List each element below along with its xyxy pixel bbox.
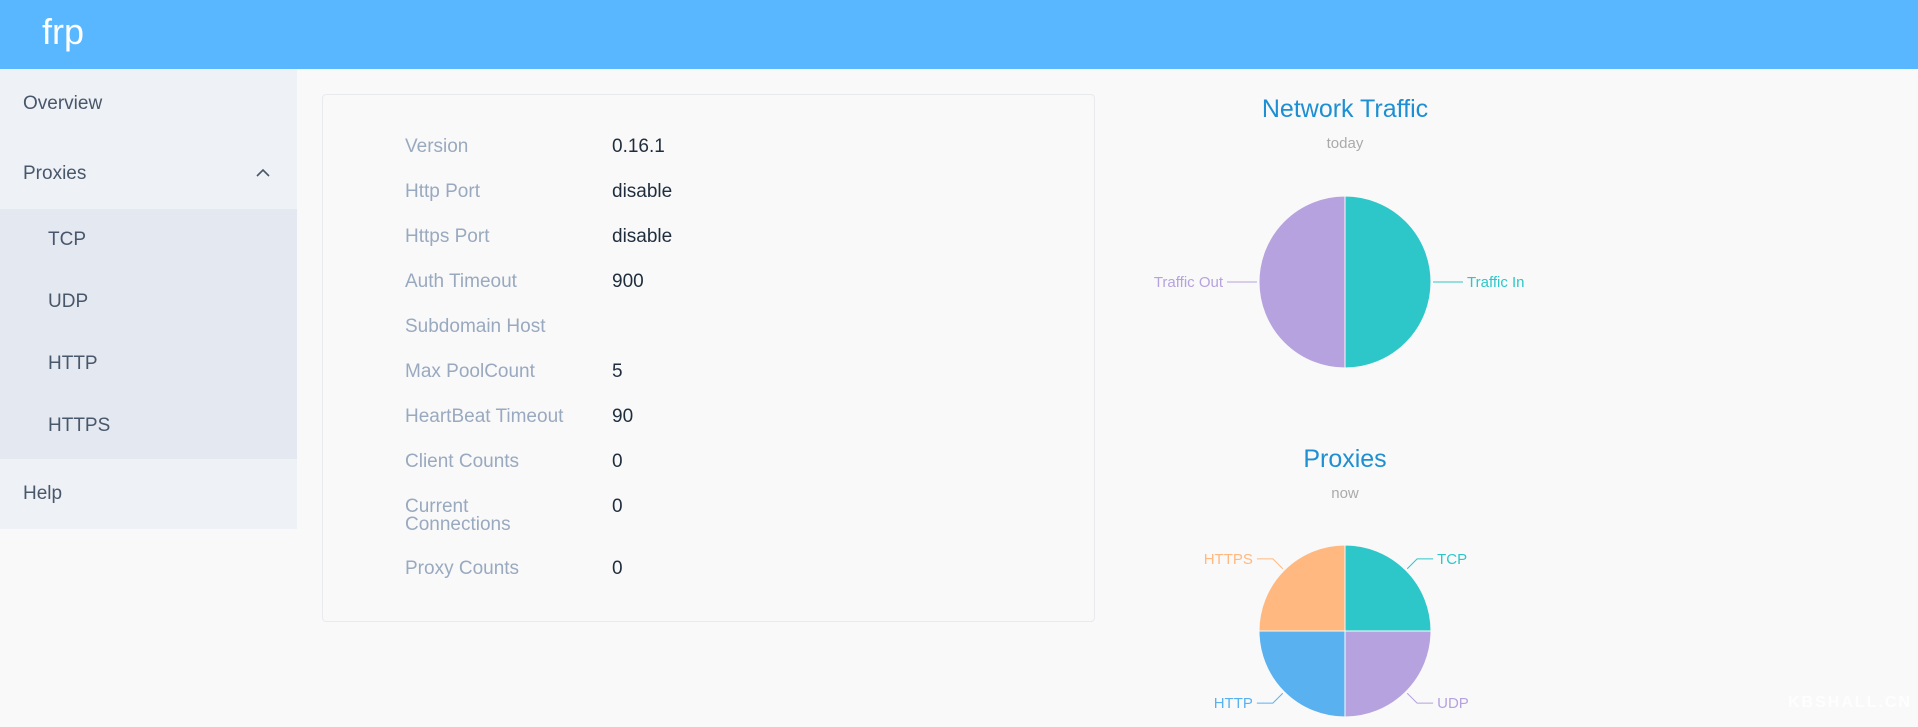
server-info-card: Version 0.16.1 Http Port disable Https P… — [322, 94, 1095, 622]
info-value: 0.16.1 — [612, 136, 665, 157]
brand-logo[interactable]: frp — [42, 11, 85, 52]
pie-label-traffic-out: Traffic Out — [1154, 274, 1224, 291]
info-value: 0 — [612, 451, 623, 472]
pie-slice-tcp[interactable] — [1344, 544, 1432, 632]
info-label: Current Connections — [405, 496, 511, 535]
proxies-submenu: TCP UDP HTTP HTTPS — [0, 209, 297, 459]
sidebar-menu: Overview Proxies TCP UDP HTTP HTTPS Help — [0, 69, 297, 529]
network-traffic-pie-chart: Traffic In Traffic Out — [1154, 195, 1525, 369]
info-label: Proxy Counts — [405, 558, 520, 579]
network-traffic-subtitle: today — [1326, 135, 1364, 152]
info-value: 5 — [612, 361, 623, 382]
info-value: disable — [612, 226, 673, 247]
pie-slice-http[interactable] — [1258, 630, 1346, 718]
info-label: Auth Timeout — [405, 271, 517, 292]
proxies-pie-chart: TCP UDP HTTP HTTPS — [1204, 544, 1469, 718]
sidebar-item-udp[interactable]: UDP — [48, 291, 89, 312]
chevron-up-icon[interactable] — [256, 166, 270, 180]
proxies-chart-title: Proxies — [1303, 445, 1387, 473]
info-value: 90 — [612, 406, 634, 427]
sidebar-item-https[interactable]: HTTPS — [48, 415, 111, 436]
pie-label-http: HTTP — [1214, 695, 1253, 712]
info-label: Subdomain Host — [405, 316, 546, 337]
info-value: 0 — [612, 558, 623, 579]
pie-slice-traffic-out[interactable] — [1258, 195, 1346, 369]
pie-slice-udp[interactable] — [1344, 630, 1432, 718]
watermark: KBSHALL.CN — [1788, 694, 1912, 711]
network-traffic-title: Network Traffic — [1261, 95, 1429, 123]
pie-label-https: HTTPS — [1204, 551, 1253, 568]
info-label: Client Counts — [405, 451, 520, 472]
info-label: Version — [405, 136, 469, 157]
sidebar-item-tcp[interactable]: TCP — [48, 229, 86, 250]
pie-leader-line-udp — [1406, 692, 1434, 704]
info-value: disable — [612, 181, 673, 202]
info-label: Http Port — [405, 181, 480, 202]
info-value: 900 — [612, 271, 644, 292]
pie-label-traffic-in: Traffic In — [1467, 274, 1525, 291]
top-bar: frp — [0, 0, 1918, 69]
info-label: Max PoolCount — [405, 361, 535, 382]
pie-leader-line-https — [1256, 558, 1284, 570]
info-label: HeartBeat Timeout — [405, 406, 564, 427]
sidebar-item-proxies-label: Proxies — [23, 163, 87, 184]
sidebar-item-help[interactable]: Help — [23, 483, 63, 504]
pie-label-udp: UDP — [1437, 695, 1469, 712]
info-label: Https Port — [405, 226, 490, 247]
pie-slice-https[interactable] — [1258, 544, 1346, 632]
pie-label-tcp: TCP — [1437, 551, 1467, 568]
pie-leader-line-tcp — [1406, 558, 1434, 570]
proxies-chart-subtitle: now — [1331, 485, 1359, 502]
info-value: 0 — [612, 496, 623, 517]
sidebar-item-http[interactable]: HTTP — [48, 353, 98, 374]
pie-leader-line-http — [1256, 692, 1284, 704]
pie-slice-traffic-in[interactable] — [1344, 195, 1432, 369]
sidebar-item-overview[interactable]: Overview — [23, 93, 103, 114]
sidebar-item-proxies[interactable]: Proxies — [0, 139, 297, 209]
